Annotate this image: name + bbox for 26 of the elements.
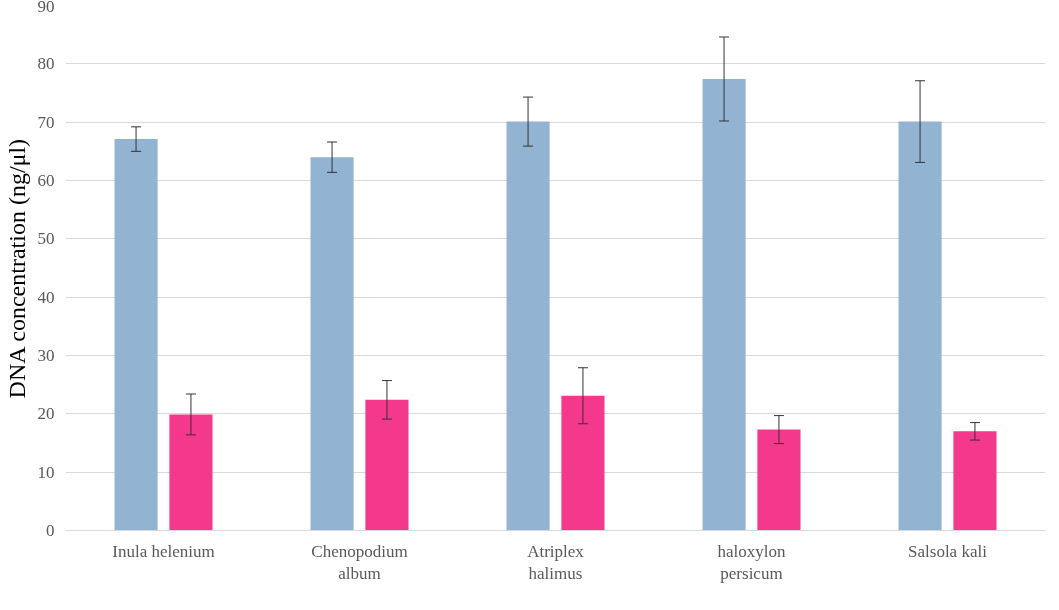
bar (169, 414, 213, 531)
bar (561, 395, 605, 531)
y-tick-label: 30 (37, 346, 55, 365)
bar (506, 121, 550, 531)
y-tick-label: 90 (37, 0, 55, 16)
bar (114, 139, 158, 531)
x-tick-label: Chenopodium album (311, 541, 408, 584)
y-axis-title: DNA concentration (ng/μl) (3, 138, 30, 399)
bar (898, 121, 942, 531)
bar (702, 79, 746, 531)
y-tick-label: 70 (37, 112, 55, 132)
bar (757, 429, 801, 531)
y-tick-label: 0 (46, 521, 55, 540)
y-tick-label: 60 (37, 171, 55, 190)
y-tick-label: 80 (37, 54, 55, 74)
x-tick-label: Salsola kali (908, 541, 988, 561)
y-tick-label: 20 (37, 404, 55, 424)
bar (365, 399, 409, 531)
x-tick-label: Atriplex halimus (527, 541, 585, 584)
x-tick-label: Inula helenium (112, 541, 215, 561)
y-tick-label: 40 (37, 287, 55, 307)
bar (310, 157, 354, 531)
y-tick-label: 50 (37, 229, 55, 249)
bar (953, 431, 997, 531)
x-tick-label: haloxylon persicum (717, 541, 786, 584)
y-tick-label: 10 (37, 462, 55, 482)
